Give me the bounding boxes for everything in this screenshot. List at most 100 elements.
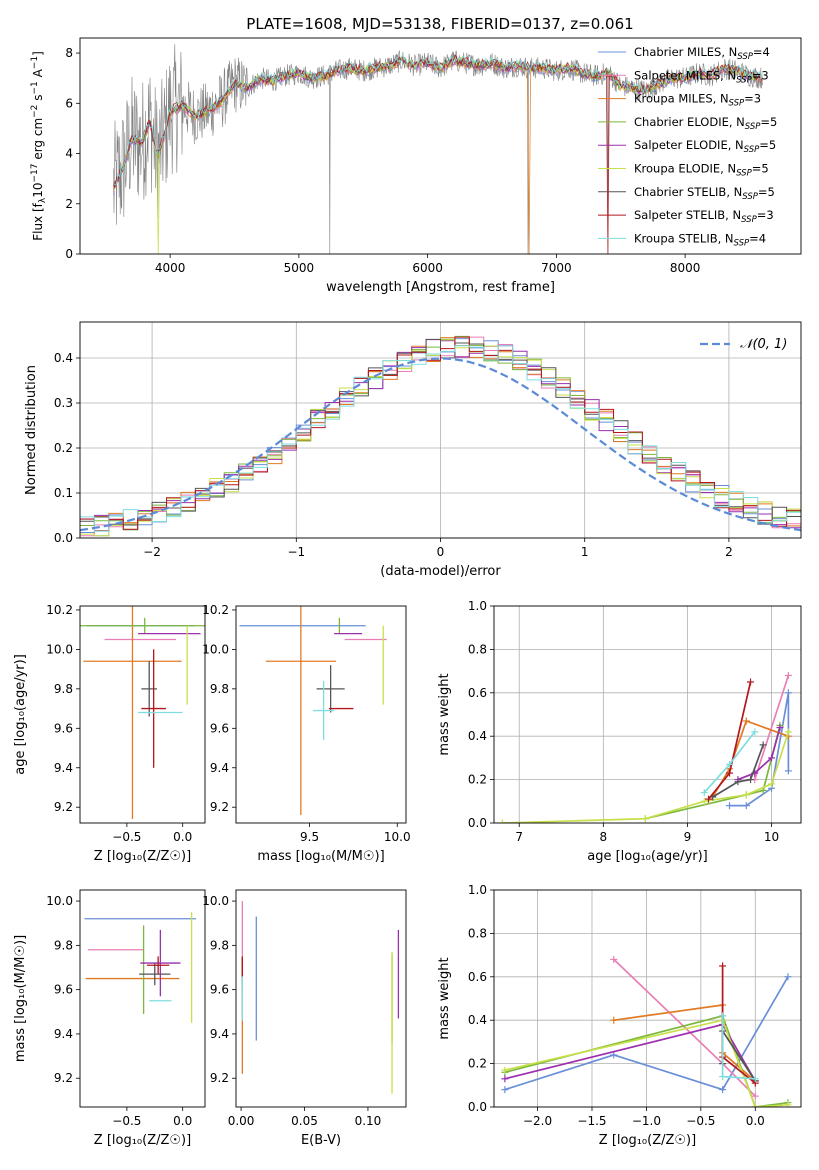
x-tick-label: −1.0 <box>632 1114 661 1128</box>
errorbar-point-3 <box>80 617 205 634</box>
mass-weight-marker <box>734 778 742 786</box>
panel-spectrum: 4000 5000 6000 7000 8000 0 2 4 6 8 wavelength [Ang… <box>30 37 802 295</box>
mass-weight-marker <box>784 671 792 679</box>
mass-weight-marker <box>759 741 767 749</box>
axes-frame <box>79 889 206 1108</box>
y-tick-label: 0.6 <box>468 686 487 700</box>
y-tick-label: 9.8 <box>54 938 73 952</box>
panel-mass_vs_Z: −0.5 0.0 9.2 9.4 9.6 9.8 10.0 Z [log₁₀(Z/Z☉)] ma… <box>13 889 206 1148</box>
legend-entry: Kroupa STELIB, NSSP=4 <box>634 231 766 248</box>
panel-massweight_vs_Z: −2.0 −1.5 −1.0 −0.5 0.0 0.0 0.2 0.4 0.6 0.8 1.0 Z [… <box>437 883 802 1148</box>
figure-title: PLATE=1608, MJD=53138, FIBERID=0137, z=0… <box>246 15 633 33</box>
x-tick-label: −1 <box>287 545 305 559</box>
mass-weight-line-1 <box>753 675 790 780</box>
mass-weight-line-3 <box>645 725 781 820</box>
mass-weight-marker <box>498 819 506 823</box>
y-tick-label: 10.2 <box>46 603 73 617</box>
mass-weight-marker <box>501 1086 509 1094</box>
x-tick-label: 0.0 <box>173 1114 192 1128</box>
y-tick-label: 9.4 <box>54 761 73 775</box>
legend-entry: Chabrier STELIB, NSSP=5 <box>634 185 775 202</box>
legend-entry: Salpeter MILES, NSSP=3 <box>634 68 769 85</box>
mass-weight-marker <box>742 791 750 799</box>
mass-weight-marker <box>610 955 618 963</box>
x-tick-label: 0 <box>437 545 445 559</box>
mass-weight-marker <box>742 717 750 725</box>
mass-weight-marker <box>641 815 649 823</box>
mass-weight-marker <box>751 1092 759 1100</box>
x-axis-label: E(B-V) <box>301 1133 341 1148</box>
mass-weight-marker <box>726 802 734 810</box>
y-tick-label: 10.2 <box>202 603 229 617</box>
y-tick-label: 9.6 <box>210 983 229 997</box>
y-tick-label: 0.4 <box>468 1013 487 1027</box>
y-tick-label: 9.4 <box>210 1027 229 1041</box>
x-tick-label: −2 <box>143 545 161 559</box>
model-spectrum-6 <box>113 56 763 187</box>
x-tick-label: −0.5 <box>112 830 141 844</box>
panel-age_vs_Z: −0.5 0.0 9.2 9.4 9.6 9.8 10.0 10.2 Z [log₁₀(Z/Z☉… <box>13 603 206 864</box>
x-axis-label: Z [log₁₀(Z/Z☉)] <box>94 849 191 864</box>
axes-frame <box>79 37 802 255</box>
x-tick-label: 10.0 <box>384 830 411 844</box>
mass-weight-line-4 <box>737 727 781 781</box>
x-tick-label: 0.00 <box>228 1114 255 1128</box>
x-tick-label: 8 <box>600 830 608 844</box>
mass-weight-marker <box>719 1086 727 1094</box>
panel-age_vs_mass: 9.5 10.0 9.2 9.4 9.6 9.8 10.0 10.2 mass [log₁₀(M… <box>202 603 411 864</box>
plot-marks <box>113 44 763 254</box>
y-tick-label: 0.4 <box>54 351 73 365</box>
y-tick-label: 9.8 <box>54 682 73 696</box>
mass-weight-marker <box>501 1075 509 1083</box>
x-tick-label: 1 <box>581 545 589 559</box>
plot-marks <box>239 606 387 816</box>
mass-weight-marker <box>784 728 792 736</box>
errorbar-point-6 <box>316 665 345 713</box>
axes-frame <box>235 889 407 1108</box>
mass-weight-line-1 <box>613 958 756 1097</box>
x-axis-label: Z [log₁₀(Z/Z☉)] <box>94 1133 191 1148</box>
y-tick-label: 0.2 <box>468 1057 487 1071</box>
y-tick-label: 0.8 <box>468 926 487 940</box>
x-tick-label: 4000 <box>155 261 186 275</box>
x-tick-label: 0.0 <box>746 1114 765 1128</box>
x-axis-label: Z [log₁₀(Z/Z☉)] <box>599 1133 696 1148</box>
errorbar-point-4 <box>140 929 181 997</box>
y-tick-label: 9.6 <box>54 983 73 997</box>
plot-marks <box>80 335 801 537</box>
mass-weight-line-5 <box>504 1019 788 1107</box>
model-spectrum-7 <box>113 54 763 254</box>
mass-weight-marker <box>719 962 727 970</box>
x-tick-label: 6000 <box>412 261 443 275</box>
errorbar-point-6 <box>141 661 158 717</box>
mass-weight-line-6 <box>712 744 764 798</box>
y-tick-label: 10.0 <box>46 894 73 908</box>
y-tick-label: 0.0 <box>468 1100 487 1114</box>
x-tick-label: 0.0 <box>173 830 192 844</box>
y-tick-label: 0.2 <box>54 441 73 455</box>
y-tick-label: 9.8 <box>210 938 229 952</box>
mass-weight-marker <box>784 973 792 981</box>
mass-weight-marker <box>751 1075 759 1083</box>
x-axis-label: age [log₁₀(age/yr)] <box>587 849 708 864</box>
legend-entry: Salpeter ELODIE, NSSP=5 <box>634 138 776 155</box>
panel-residuals: −2 −1 0 1 2 0.0 0.1 0.2 0.3 0.4 (data-model)/error… <box>24 321 802 579</box>
legend-entry: Salpeter STELIB, NSSP=3 <box>634 208 774 225</box>
residual-hist-8 <box>80 345 801 532</box>
mass-weight-marker <box>726 760 734 768</box>
y-tick-label: 9.2 <box>210 800 229 814</box>
panel-mass_vs_EBV: 0.00 0.05 0.10 9.2 9.4 9.6 9.8 10.0 E(B-V) <box>202 889 407 1148</box>
y-tick-label: 0.0 <box>468 816 487 830</box>
y-axis-label: mass weight <box>437 673 452 755</box>
axes-frame <box>79 321 802 539</box>
mass-weight-line-5 <box>502 731 790 823</box>
mass-weight-line-4 <box>504 1023 757 1082</box>
y-tick-label: 2 <box>65 197 73 211</box>
x-tick-label: 5000 <box>284 261 315 275</box>
y-tick-label: 0.1 <box>54 486 73 500</box>
x-tick-label: −0.5 <box>112 1114 141 1128</box>
legend-entry: Chabrier MILES, NSSP=4 <box>634 45 770 62</box>
mass-weight-marker <box>700 789 708 797</box>
normal-reference-curve <box>80 357 801 532</box>
plot-marks <box>241 901 400 1094</box>
